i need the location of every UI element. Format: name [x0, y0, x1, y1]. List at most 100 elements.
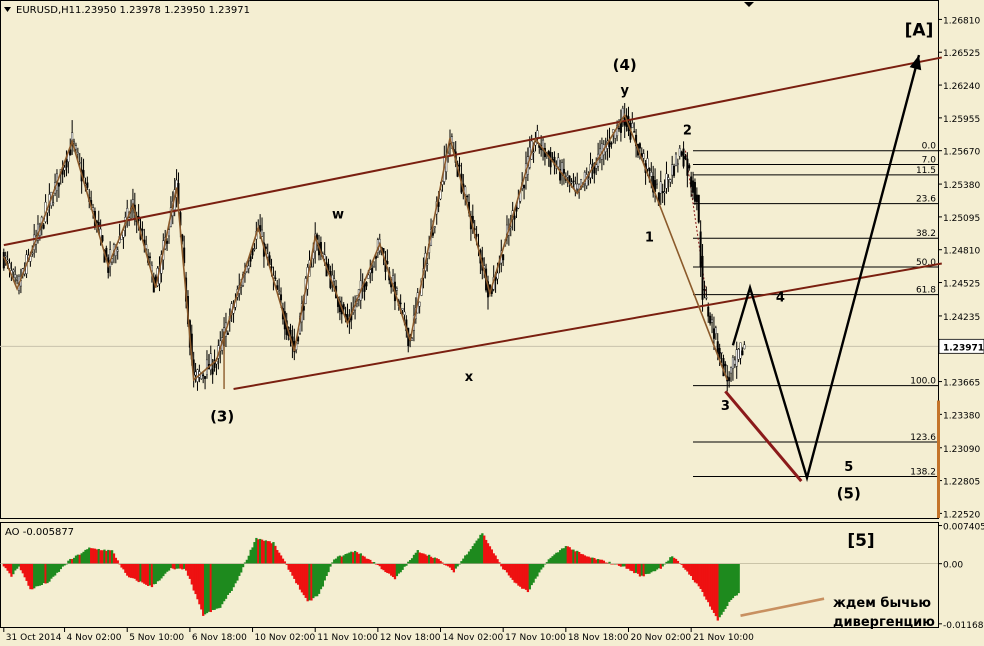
ao-histogram-bar [460, 561, 463, 564]
candle-body [466, 195, 469, 198]
ao-histogram-bar [156, 563, 159, 582]
ao-histogram-bar [86, 549, 89, 564]
ao-histogram-bar [365, 558, 368, 564]
ao-histogram-bar [693, 563, 697, 583]
time-tick-label: 4 Nov 02:00 [67, 633, 122, 643]
ao-histogram-bar [169, 563, 173, 569]
ao-histogram-bar [120, 563, 123, 568]
ao-histogram-bar [352, 552, 355, 564]
candle-body [523, 185, 526, 189]
candle-body [616, 125, 619, 137]
ao-histogram-bar [46, 563, 49, 584]
candle-body [367, 274, 370, 279]
candle-body [249, 256, 252, 262]
ao-histogram-bar [150, 563, 154, 588]
candle-body [401, 308, 404, 311]
collapse-triangle-icon[interactable] [4, 7, 11, 12]
ao-histogram-bar [429, 556, 433, 564]
time-tick-label: 6 Nov 18:00 [192, 633, 247, 643]
ao-histogram-bar [355, 552, 359, 564]
ao-histogram-bar [224, 563, 228, 599]
wave-label: 1 [645, 231, 654, 246]
channel-line-lower[interactable] [233, 262, 942, 391]
ao-histogram-bar [84, 549, 87, 564]
ao-histogram-bar [496, 559, 499, 564]
candle-body [557, 157, 560, 168]
projection-path-line[interactable] [731, 54, 921, 483]
candle-body [536, 130, 539, 138]
candle-body [731, 357, 734, 369]
ao-histogram-bar [538, 563, 541, 573]
ao-histogram-bar [34, 563, 38, 587]
ao-histogram-bar [593, 557, 596, 564]
ao-histogram-bar [215, 563, 218, 609]
channel-line-upper[interactable] [3, 56, 942, 247]
ao-histogram-bar [445, 563, 448, 566]
ao-histogram-bar [141, 563, 144, 583]
ao-histogram-bar [50, 563, 53, 579]
ao-histogram-bar [606, 562, 609, 564]
ao-histogram-bar [344, 554, 347, 564]
ao-histogram-bar [447, 563, 450, 567]
ao-histogram-bar [559, 550, 562, 564]
candle-body [371, 267, 374, 274]
ao-panel[interactable]: AO -0.005877 ждем бычью дивергенцию [5] [0, 527, 938, 630]
candle-body [739, 342, 742, 359]
candle-body [709, 315, 712, 324]
ao-histogram-bar [300, 563, 304, 593]
candle-body [659, 181, 662, 194]
ao-histogram-bar [74, 555, 78, 564]
ao-histogram-bar [289, 563, 292, 572]
ao-histogram-bar [490, 549, 493, 564]
wave-zigzag-line[interactable] [3, 113, 728, 382]
candle-body [650, 172, 653, 177]
candle-body [65, 159, 68, 168]
ao-histogram-bar [186, 563, 190, 576]
ao-histogram-bar [340, 556, 343, 564]
candle-body [735, 349, 738, 367]
ao-histogram-bar [578, 551, 581, 564]
ao-histogram-bar [14, 563, 17, 571]
candle-body [593, 163, 596, 174]
ao-histogram-bar [124, 563, 127, 573]
ao-histogram-bar [572, 549, 575, 564]
ao-histogram-bar [507, 563, 511, 576]
time-tick-label: 17 Nov 10:00 [505, 633, 566, 643]
ao-histogram-bar [682, 563, 685, 568]
ao-histogram-bar [112, 553, 116, 564]
candle-body [57, 182, 60, 187]
ao-histogram-bar [295, 563, 298, 584]
ao-histogram-bar [576, 550, 579, 564]
price-panel[interactable]: 0.0 7.011.5 23.6 38.2 50.0 61.8 100.0 123.6 138.… [0, 21, 942, 503]
ao-histogram-bar [264, 540, 268, 564]
ao-histogram-bar [213, 563, 216, 610]
ao-histogram-bar [346, 553, 349, 564]
ao-histogram-bar [486, 543, 490, 564]
ao-histogram-bar [410, 558, 414, 564]
ao-histogram-bar [663, 563, 666, 565]
bearish-trend-line[interactable] [724, 390, 803, 483]
wave-label: 5 [844, 460, 853, 475]
ao-histogram-bar [59, 563, 62, 570]
ao-histogram-bar [154, 563, 157, 584]
ao-title: AO -0.005877 [5, 527, 74, 538]
ao-histogram-bar [57, 563, 61, 572]
ao-histogram-bar [72, 557, 76, 564]
ao-histogram-bar [321, 563, 324, 587]
candle-body [403, 311, 406, 315]
current-price-badge [938, 338, 984, 354]
candle-body [310, 266, 313, 268]
candle-body [655, 183, 658, 185]
ao-histogram-bar [393, 563, 397, 580]
ao-histogram-bar [712, 563, 716, 613]
price-tick-label: 1.26240 [943, 82, 980, 92]
ao-histogram-bar [435, 558, 438, 564]
price-tick-label: 1.24235 [943, 313, 980, 323]
ao-histogram-bar [262, 540, 266, 564]
ao-histogram-bar [52, 563, 55, 577]
ao-histogram-bar [433, 557, 437, 564]
candle-body [63, 167, 66, 171]
price-tick-label: 1.25380 [943, 181, 980, 191]
divergence-line[interactable] [740, 597, 825, 617]
